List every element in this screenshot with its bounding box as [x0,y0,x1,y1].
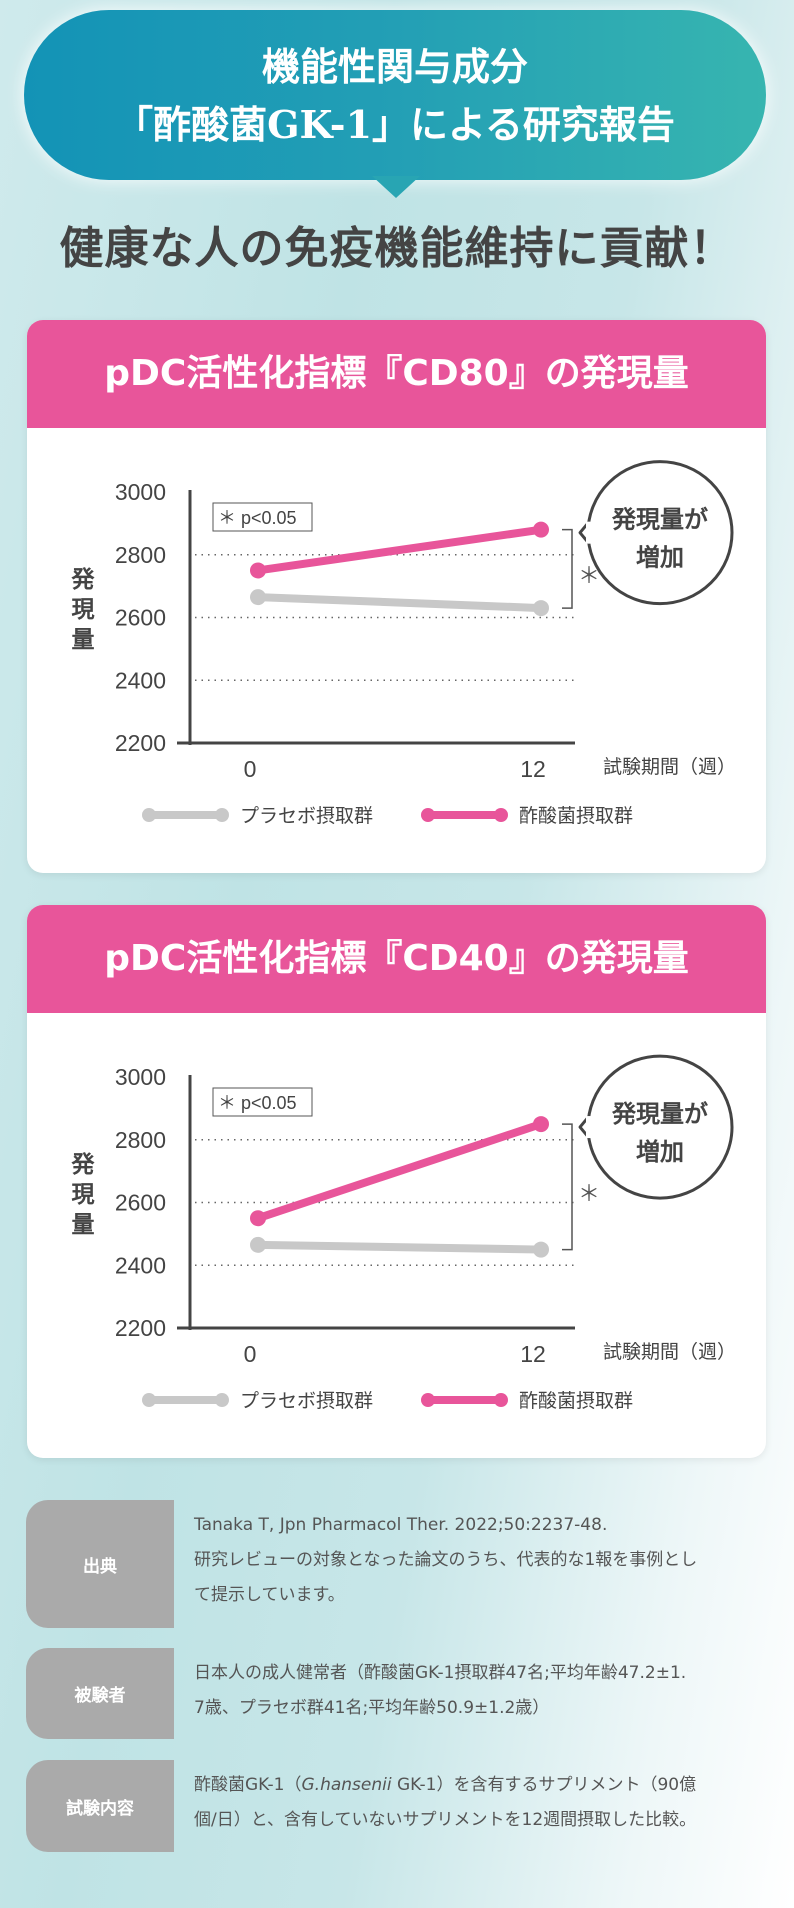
info-row-source: 出典 Tanaka T, Jpn Pharmacol Ther. 2022;50… [26,1500,766,1628]
info-text: Tanaka T, Jpn Pharmacol Ther. 2022;50:22… [194,1515,698,1605]
pvalue-box [212,502,313,532]
info-text: 日本人の成人健常者（酢酸菌GK-1摂取群47名;平均年齢47.2±1. 7歳、プラ… [194,1663,687,1718]
callout-tail-mask [586,1116,594,1139]
significance-mark: ＊ [578,1181,600,1206]
callout-text: 発現量が [611,1100,708,1128]
chart-title: pDC活性化指標『CD40』の発現量 [27,905,766,1013]
callout-tail-mask [586,521,594,544]
data-point [533,521,549,538]
legend-label: 酢酸菌摂取群 [519,805,633,827]
chart-card-cd80: pDC活性化指標『CD80』の発現量 3000 2800 2600 2400 2200 0… [27,320,766,873]
banner-tail [372,176,420,198]
x-tick-label: 0 [244,1341,257,1367]
legend-label: プラセボ摂取群 [240,1390,373,1412]
significance-bracket [562,1123,573,1251]
y-tick-label: 2200 [115,730,166,756]
info-label: 試験内容 [26,1760,174,1852]
y-tick-label: 2600 [115,1190,166,1216]
legend-label: 酢酸菌摂取群 [519,1390,633,1412]
data-point [250,562,266,579]
y-axis-label: 発現量 [71,1152,95,1238]
legend-marker [215,1393,229,1407]
y-tick-label: 2800 [115,1127,166,1153]
series-line-placebo [254,593,545,613]
legend-marker [142,808,156,822]
chart-cd80: 3000 2800 2600 2400 2200 0 12 試験期間（週） ＊ p<0.05 プラ… [115,460,736,827]
y-tick-label: 2600 [115,605,166,631]
legend-marker [421,1393,435,1407]
legend-marker [494,1393,508,1407]
callout-text: 増加 [636,1138,684,1166]
legend-marker [215,808,229,822]
info-label: 被験者 [26,1648,174,1739]
y-tick-label: 3000 [115,479,166,505]
x-tick-label: 12 [520,1341,546,1367]
callout-text: 発現量が [611,506,708,534]
pvalue-label: ＊ p<0.05 [218,1093,297,1113]
series-line-placebo [254,1240,545,1254]
x-axis-label: 試験期間（週） [603,756,736,778]
legend-marker [494,808,508,822]
headline: 健康な人の免疫機能維持に貢献！ [59,223,735,274]
title-banner: 機能性関与成分 「酢酸菌GK-1」による研究報告 [24,10,766,180]
y-tick-label: 3000 [115,1064,166,1090]
chart-title: pDC活性化指標『CD80』の発現量 [27,320,766,428]
info-row-method: 試験内容 酢酸菌GK-1（G.hansenii GK-1）を含有するサプリメント… [26,1760,766,1852]
data-point [533,600,549,617]
data-point [250,1236,266,1253]
legend-marker [421,808,435,822]
x-axis-label: 試験期間（週） [603,1341,736,1363]
banner-line2: 「酢酸菌GK-1」による研究報告 [115,102,675,147]
banner-line1: 機能性関与成分 [261,44,528,89]
data-point [533,1241,549,1258]
chart-card-cd40: pDC活性化指標『CD40』の発現量 3000 2800 2600 2400 2200 0… [27,905,766,1458]
data-point [533,1116,549,1133]
info-text: 酢酸菌GK-1（G.hansenii GK-1）を含有するサプリメント（90億個… [194,1775,697,1830]
x-tick-label: 12 [520,756,546,782]
significance-bracket [562,528,573,609]
info-row-subjects: 被験者 日本人の成人健常者（酢酸菌GK-1摂取群47名;平均年齢47.2±1. 7… [26,1648,766,1739]
pvalue-box [212,1087,313,1117]
y-tick-label: 2800 [115,542,166,568]
x-tick-label: 0 [244,756,257,782]
y-tick-label: 2200 [115,1315,166,1341]
y-tick-label: 2400 [115,1252,166,1278]
legend-label: プラセボ摂取群 [240,805,373,827]
y-tick-label: 2400 [115,667,166,693]
data-point [250,1210,266,1227]
significance-mark: ＊ [578,563,600,588]
info-label: 出典 [26,1500,174,1628]
pvalue-label: ＊ p<0.05 [218,508,297,528]
series-line-acetic [254,1120,545,1223]
legend-marker [142,1393,156,1407]
series-line-acetic [254,525,545,575]
y-axis-label: 発現量 [71,567,95,653]
callout-text: 増加 [636,544,684,572]
data-point [250,589,266,606]
chart-cd40: 3000 2800 2600 2400 2200 0 12 試験期間（週） ＊ p<0.05 プラ… [115,1054,736,1412]
